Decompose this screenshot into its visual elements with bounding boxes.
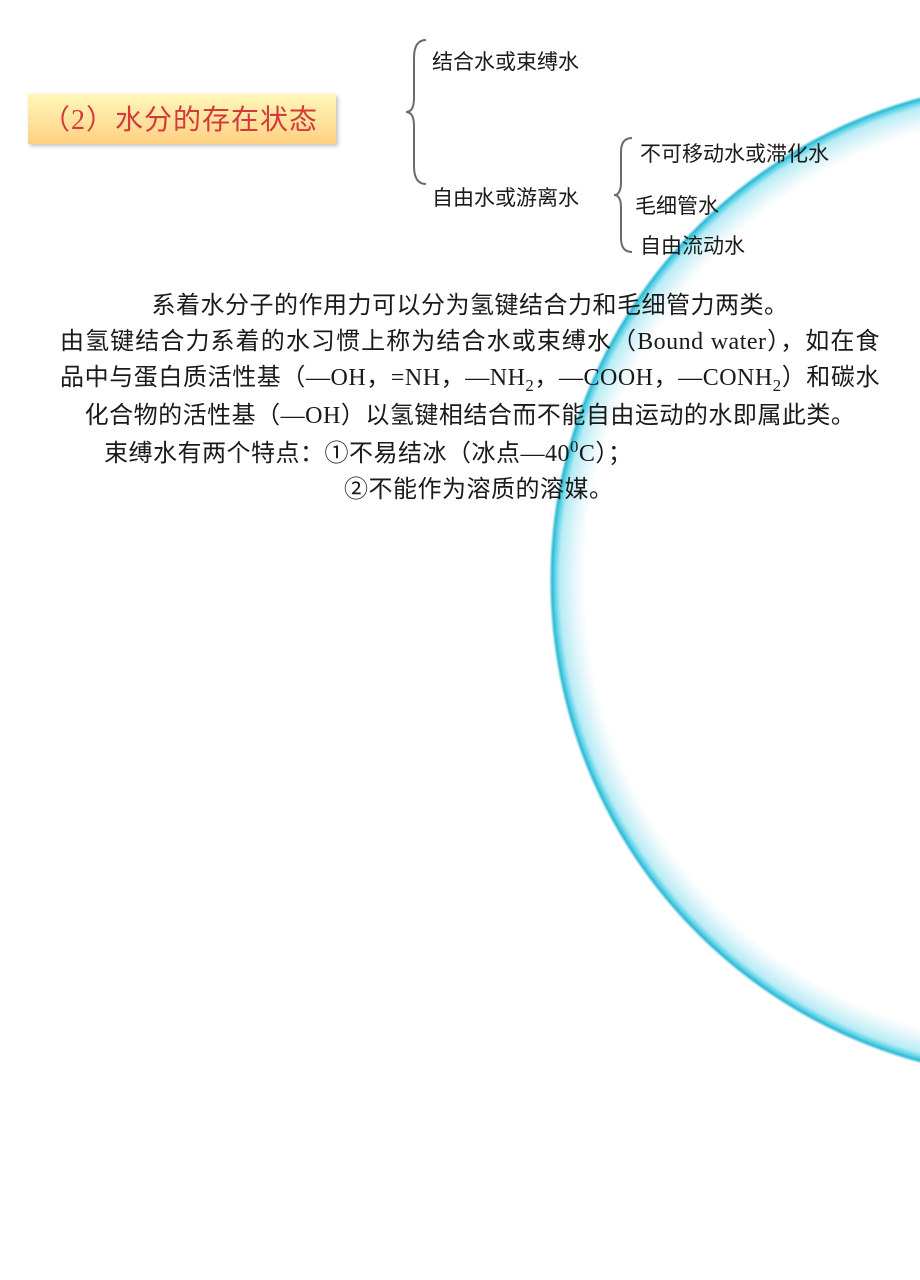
paragraph-2: 由氢键结合力系着的水习惯上称为结合水或束缚水（Bound water），如在食品…	[60, 324, 880, 434]
tree-leaf-capillary: 毛细管水	[635, 190, 719, 220]
paragraph-3: 束缚水有两个特点：①不易结冰（冰点—400C）；	[60, 434, 880, 472]
brace-main	[404, 38, 430, 186]
tree-node-free-water: 自由水或游离水	[432, 182, 579, 212]
paragraph-1: 系着水分子的作用力可以分为氢键结合力和毛细管力两类。	[60, 288, 880, 324]
body-paragraphs: 系着水分子的作用力可以分为氢键结合力和毛细管力两类。 由氢键结合力系着的水习惯上…	[60, 288, 880, 508]
tree-leaf-freeflow: 自由流动水	[640, 230, 745, 260]
section-title-box: （2）水分的存在状态	[28, 94, 336, 144]
paragraph-4: ②不能作为溶质的溶媒。	[60, 472, 880, 508]
brace-sub	[612, 136, 636, 254]
tree-leaf-immobile: 不可移动水或滞化水	[640, 138, 829, 168]
section-title: （2）水分的存在状态	[42, 105, 318, 136]
tree-node-bound-water: 结合水或束缚水	[432, 46, 579, 76]
